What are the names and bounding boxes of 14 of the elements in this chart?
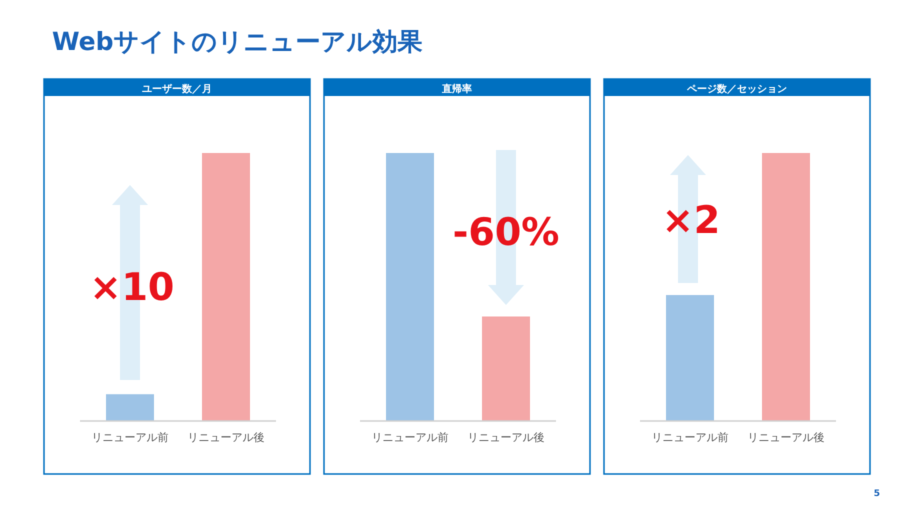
x-tick-label: リニューアル前 [652,431,728,444]
text: 5 [874,489,880,499]
x-tick-label: リニューアル後 [748,431,824,444]
x-tick-label: リニューアル前 [372,431,448,444]
x-tick-label: リニューアル後 [188,431,264,444]
chart-title: 直帰率 [441,83,472,95]
x-tick-label: リニューアル後 [468,431,544,444]
annotation: -60% [452,210,560,254]
x-tick-label: リニューアル前 [92,431,168,444]
chart-title: ユーザー数／月 [142,83,212,95]
annotation: ×10 [90,265,174,309]
annotation: ×2 [662,198,720,242]
text: Webサイトのリニューアル効果 [52,27,423,56]
chart-title: ページ数／セッション [686,83,787,95]
